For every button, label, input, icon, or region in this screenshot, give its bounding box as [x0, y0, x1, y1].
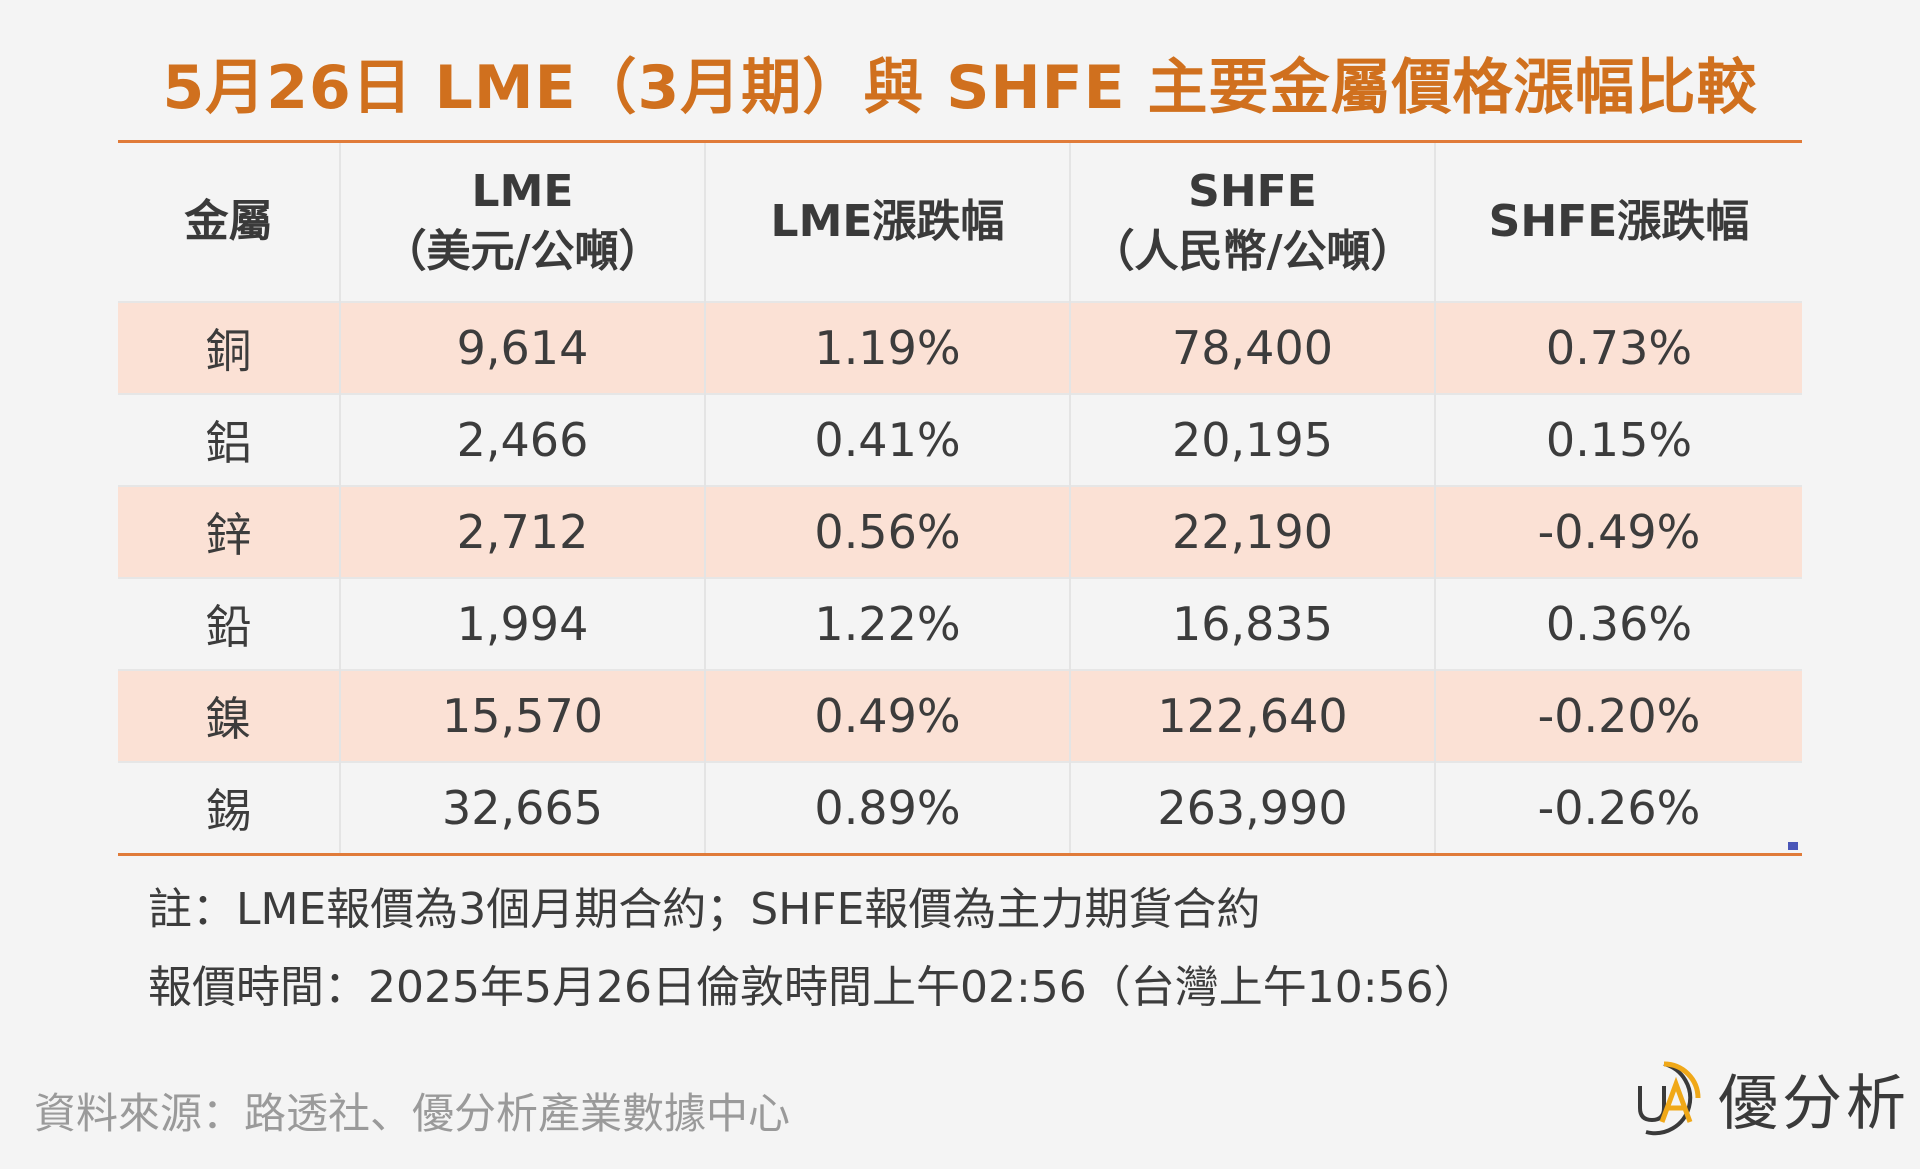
metal-cell: 錫	[118, 761, 340, 855]
lme-price-cell: 2,466	[339, 393, 705, 486]
lme-change-cell: 1.19%	[704, 301, 1070, 394]
metal-cell: 鋁	[118, 393, 340, 486]
data-source: 資料來源：路透社、優分析產業數據中心	[34, 1089, 791, 1138]
header-label: LME漲跌幅	[770, 196, 1005, 247]
header-label: SHFE漲跌幅	[1488, 196, 1750, 247]
metal-cell: 鋅	[118, 485, 340, 578]
table-row: 鉛 1,994 1.22% 16,835 0.36%	[118, 577, 1802, 670]
shfe-price-cell: 78,400	[1069, 301, 1435, 394]
table-row: 銅 9,614 1.19% 78,400 0.73%	[118, 301, 1802, 394]
table-row: 鋅 2,712 0.56% 22,190 -0.49%	[118, 485, 1802, 578]
lme-change-cell: 0.56%	[704, 485, 1070, 578]
shfe-price-cell: 22,190	[1069, 485, 1435, 578]
quote-time-note: 報價時間：2025年5月26日倫敦時間上午02:56（台灣上午10:56）	[148, 962, 1478, 1013]
metal-cell: 鎳	[118, 669, 340, 762]
table-header-row: 金屬 LME （美元/公噸） LME漲跌幅 SHFE （人民幣/公噸） SHFE…	[118, 141, 1802, 303]
lme-change-cell: 1.22%	[704, 577, 1070, 670]
metal-cell: 鉛	[118, 577, 340, 670]
header-lme-price: LME （美元/公噸）	[339, 141, 705, 302]
shfe-change-cell: -0.26%	[1434, 761, 1802, 855]
shfe-change-cell: -0.49%	[1434, 485, 1802, 578]
header-unit: （人民幣/公噸）	[1090, 226, 1415, 277]
shfe-price-cell: 122,640	[1069, 669, 1435, 762]
table-row: 鋁 2,466 0.41% 20,195 0.15%	[118, 393, 1802, 486]
header-lme-change: LME漲跌幅	[704, 141, 1070, 302]
header-label: LME	[471, 166, 574, 217]
shfe-change-cell: 0.15%	[1434, 393, 1802, 486]
lme-change-cell: 0.89%	[704, 761, 1070, 855]
ua-logo-icon	[1638, 1061, 1701, 1136]
shfe-change-cell: -0.20%	[1434, 669, 1802, 762]
metal-price-table: 金屬 LME （美元/公噸） LME漲跌幅 SHFE （人民幣/公噸） SHFE…	[118, 140, 1802, 856]
header-label: 金屬	[184, 196, 273, 247]
contract-note: 註：LME報價為3個月期合約；SHFE報價為主力期貨合約	[148, 884, 1261, 935]
shfe-change-cell: 0.36%	[1434, 577, 1802, 670]
header-unit: （美元/公噸）	[382, 226, 663, 277]
metal-cell: 銅	[118, 301, 340, 394]
lme-change-cell: 0.49%	[704, 669, 1070, 762]
brand-name: 優分析	[1718, 1069, 1910, 1139]
lme-change-cell: 0.41%	[704, 393, 1070, 486]
table-row: 錫 32,665 0.89% 263,990 -0.26%	[118, 761, 1802, 855]
header-metal: 金屬	[118, 142, 340, 303]
lme-price-cell: 2,712	[339, 485, 705, 578]
header-shfe-price: SHFE （人民幣/公噸）	[1069, 141, 1435, 302]
table-corner-mark	[1788, 842, 1798, 850]
shfe-price-cell: 16,835	[1069, 577, 1435, 670]
lme-price-cell: 32,665	[339, 761, 705, 855]
lme-price-cell: 15,570	[339, 669, 705, 762]
lme-price-cell: 1,994	[339, 577, 705, 670]
header-label: SHFE	[1188, 166, 1317, 217]
table-row: 鎳 15,570 0.49% 122,640 -0.20%	[118, 669, 1802, 762]
brand-logo: 優分析	[1624, 1054, 1910, 1154]
lme-price-cell: 9,614	[339, 301, 705, 394]
shfe-price-cell: 20,195	[1069, 393, 1435, 486]
shfe-change-cell: 0.73%	[1434, 301, 1802, 394]
page-title: 5月26日 LME（3月期）與 SHFE 主要金屬價格漲幅比較	[162, 53, 1758, 123]
shfe-price-cell: 263,990	[1069, 761, 1435, 855]
header-shfe-change: SHFE漲跌幅	[1434, 141, 1802, 302]
